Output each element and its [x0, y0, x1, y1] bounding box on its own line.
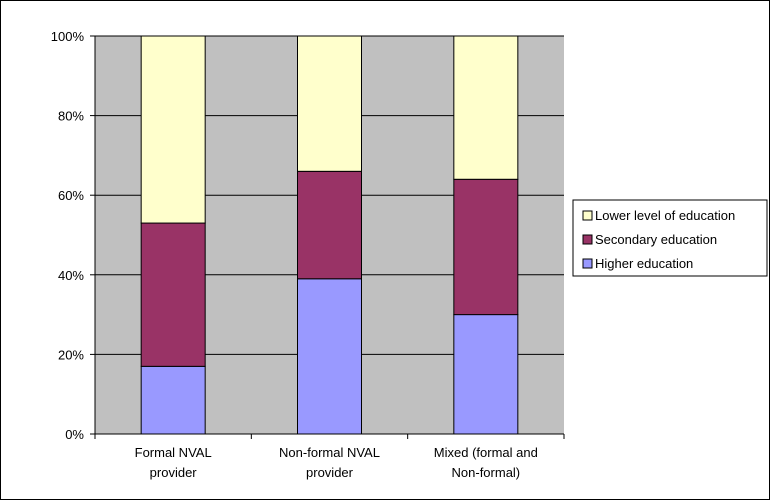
legend-label: Secondary education	[595, 232, 717, 247]
bar-segment-secondary-education	[453, 178, 519, 316]
x-category-label: Formal NVAL	[135, 445, 212, 460]
bar-segment-secondary-education	[297, 170, 362, 280]
bar-segment-lower-level-of-education	[297, 35, 362, 172]
bar-segment-lower-level-of-education	[453, 35, 519, 180]
y-tick-label: 80%	[58, 109, 84, 124]
bar-segment-secondary-education	[140, 222, 206, 367]
y-tick-label: 0%	[65, 427, 84, 442]
x-category-label: Mixed (formal and	[434, 445, 538, 460]
legend-label: Higher education	[595, 256, 693, 271]
x-category-label: Non-formal)	[452, 465, 521, 480]
y-tick-label: 60%	[58, 188, 84, 203]
x-category-label: provider	[306, 465, 354, 480]
legend-swatch	[582, 234, 593, 245]
y-tick-label: 40%	[58, 268, 84, 283]
y-tick-label: 100%	[51, 29, 85, 44]
legend-swatch	[582, 210, 593, 221]
x-category-label: provider	[150, 465, 198, 480]
legend-swatch	[582, 258, 593, 269]
y-tick-label: 20%	[58, 347, 84, 362]
bar-segment-higher-education	[140, 365, 206, 435]
bar-segment-lower-level-of-education	[140, 35, 206, 224]
legend-box	[572, 199, 768, 277]
bar-segment-higher-education	[297, 278, 362, 435]
legend-label: Lower level of education	[595, 208, 735, 223]
x-category-label: Non-formal NVAL	[279, 445, 380, 460]
bar-segment-higher-education	[453, 314, 519, 435]
